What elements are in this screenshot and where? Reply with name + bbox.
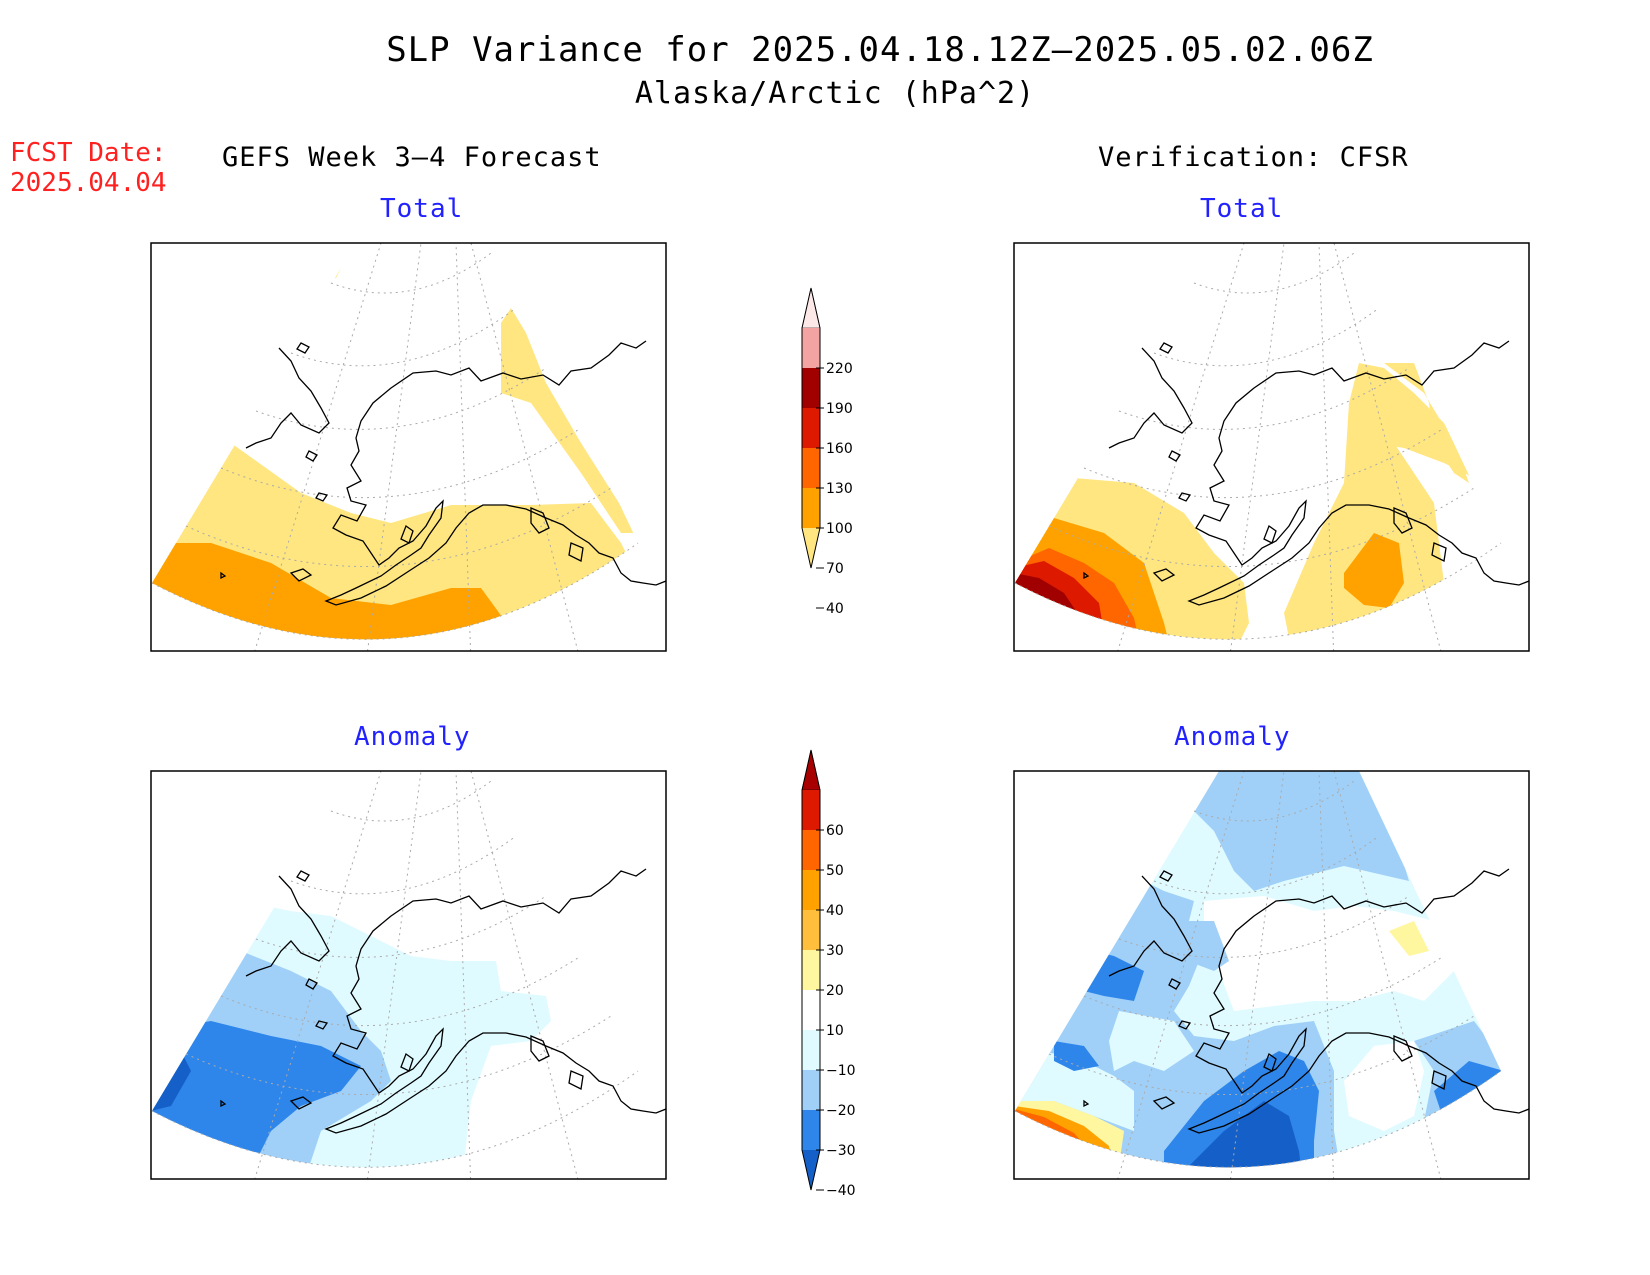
total-colorbar-segment <box>802 368 820 408</box>
bottom-right-panel-title: Anomaly <box>1174 722 1291 752</box>
total-colorbar-segment <box>802 448 820 488</box>
anomaly-colorbar-top-arrow <box>801 749 821 791</box>
anomaly-colorbar-segment <box>802 1030 820 1070</box>
anomaly-colorbar-tick-label: −10 <box>826 1063 856 1079</box>
total-colorbar-tick-label: 40 <box>826 601 844 617</box>
bottom-left-panel-title: Anomaly <box>354 722 471 752</box>
verification-total-map <box>1013 242 1530 652</box>
total-colorbar: 220 190 160 130 100 70 40 <box>801 287 853 617</box>
anomaly-colorbar-segment <box>802 910 820 950</box>
anomaly-colorbar-segment <box>802 990 820 1030</box>
anomaly-colorbar-tick-label: 60 <box>826 823 844 839</box>
forecast-column-title: GEFS Week 3–4 Forecast <box>222 142 602 173</box>
total-colorbar-tick-label: 100 <box>826 521 853 537</box>
anomaly-colorbar-tick-label: 30 <box>826 943 844 959</box>
anomaly-colorbar-segment <box>802 830 820 870</box>
total-colorbar-tick-label: 220 <box>826 361 853 377</box>
anomaly-colorbar-tick-label: −20 <box>826 1103 856 1119</box>
anomaly-colorbar-segment <box>802 870 820 910</box>
anomaly-colorbar-segment <box>802 790 820 830</box>
main-subtitle: Alaska/Arctic (hPa^2) <box>634 76 1036 111</box>
top-right-panel-title: Total <box>1200 194 1284 224</box>
anomaly-colorbar-bottom-arrow <box>802 1150 820 1190</box>
fcst-date-value: 2025.04.04 <box>10 168 167 198</box>
total-colorbar-tick-label: 70 <box>826 561 844 577</box>
anomaly-colorbar-tick-label: 50 <box>826 863 844 879</box>
total-colorbar-bottom-arrow <box>802 528 820 568</box>
forecast-total-map <box>150 242 667 652</box>
fcst-date-heading: FCST Date: <box>10 138 167 168</box>
anomaly-colorbar-segment <box>802 1110 820 1150</box>
anomaly-colorbar-segment <box>802 950 820 990</box>
total-colorbar-segment <box>802 408 820 448</box>
total-colorbar-tick-label: 130 <box>826 481 853 497</box>
anomaly-colorbar-tick-label: 20 <box>826 983 844 999</box>
verification-column-title: Verification: CFSR <box>1098 142 1409 173</box>
total-colorbar-segment <box>802 488 820 528</box>
total-colorbar-segment <box>802 328 820 368</box>
verification-anomaly-map <box>1013 770 1530 1180</box>
total-colorbar-top-arrow <box>801 287 821 329</box>
total-colorbar-tick-label: 160 <box>826 441 853 457</box>
forecast-anomaly-map <box>150 770 667 1180</box>
main-title: SLP Variance for 2025.04.18.12Z–2025.05.… <box>386 30 1374 70</box>
fcst-date-label: FCST Date: 2025.04.04 <box>10 138 167 198</box>
total-colorbar-tick-label: 190 <box>826 401 853 417</box>
anomaly-colorbar-tick-label: −40 <box>826 1183 856 1199</box>
anomaly-colorbar-tick-label: 40 <box>826 903 844 919</box>
top-left-panel-title: Total <box>380 194 464 224</box>
anomaly-colorbar-tick-label: −30 <box>826 1143 856 1159</box>
anomaly-colorbar: 60 50 40 30 20 10 −10 −20 −30 −40 <box>801 749 856 1199</box>
anomaly-colorbar-segment <box>802 1070 820 1110</box>
anomaly-colorbar-tick-label: 10 <box>826 1023 844 1039</box>
